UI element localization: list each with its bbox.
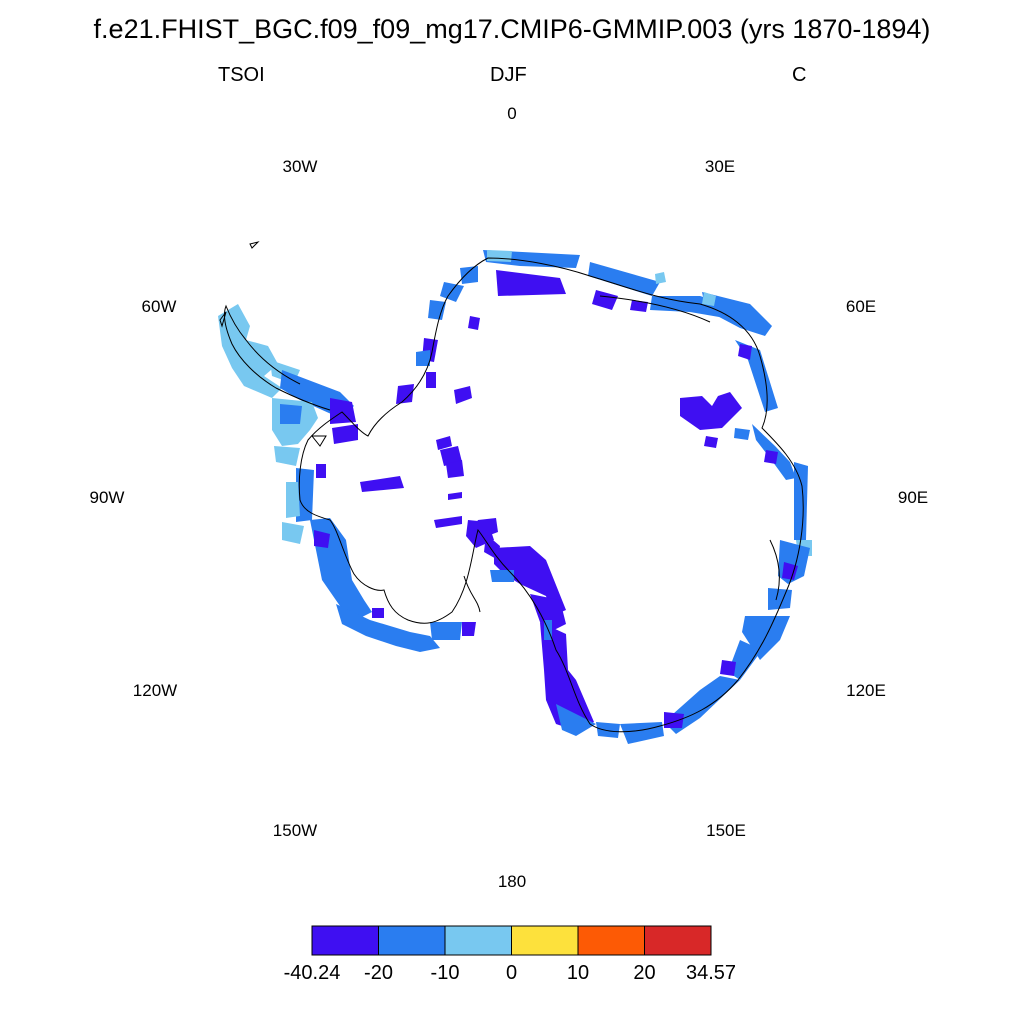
data-cell — [428, 300, 446, 320]
colorbar-label: -40.24 — [283, 962, 341, 984]
map-title: f.e21.FHIST_BGC.f09_f09_mg17.CMIP6-GMMIP… — [93, 14, 931, 44]
colorbar-label: 10 — [566, 962, 590, 984]
data-cell — [704, 436, 718, 448]
lon-label-90e: 90E — [897, 488, 929, 507]
variable-label: TSOI — [218, 64, 265, 86]
data-cell — [702, 292, 772, 336]
colorbar-label: 0 — [505, 962, 518, 984]
data-cell — [396, 384, 414, 404]
data-cell — [332, 424, 358, 444]
data-cell — [530, 594, 566, 630]
colorbar-swatch — [511, 925, 579, 956]
colorbar — [311, 925, 712, 956]
data-cell — [738, 344, 752, 360]
data-cell — [296, 468, 314, 522]
data-cell — [620, 722, 664, 744]
data-cell — [218, 304, 282, 398]
coastline — [219, 241, 804, 733]
data-cell — [472, 518, 498, 538]
data-cell — [764, 450, 778, 464]
data-cell — [728, 640, 762, 680]
lon-label-30w: 30W — [282, 157, 318, 176]
units-label: C — [792, 64, 807, 86]
data-cell — [282, 522, 304, 544]
data-cell — [630, 300, 648, 312]
data-cell — [462, 622, 476, 636]
lon-label-180: 180 — [497, 872, 527, 891]
colorbar-swatch — [311, 925, 379, 956]
data-cell — [440, 282, 464, 302]
data-cell — [702, 292, 716, 306]
data-cell — [794, 462, 808, 540]
data-cell — [490, 570, 514, 582]
colorbar-label: -10 — [430, 962, 460, 984]
data-cell — [496, 270, 566, 296]
lon-label-0: 0 — [507, 104, 517, 123]
lon-label-150e: 150E — [706, 821, 746, 840]
lon-label-90w: 90W — [89, 488, 125, 507]
lon-label-120e: 120E — [846, 681, 886, 700]
data-cell — [487, 250, 512, 262]
data-cell — [286, 482, 300, 518]
data-cell — [416, 350, 430, 366]
colorbar-label: 20 — [633, 962, 656, 984]
data-cell — [448, 492, 462, 500]
data-cell — [372, 608, 384, 618]
data-cell — [680, 392, 742, 430]
data-cell — [336, 604, 440, 652]
data-cells — [218, 250, 812, 744]
data-cell — [664, 712, 684, 728]
data-cell — [588, 262, 660, 296]
data-cell — [314, 530, 330, 548]
lon-label-120w: 120W — [132, 681, 178, 700]
colorbar-label: 34.57 — [685, 962, 737, 984]
colorbar-swatch — [378, 925, 446, 956]
data-cell — [556, 704, 596, 736]
data-cell — [720, 660, 736, 676]
data-cell — [434, 516, 462, 528]
data-cell — [440, 446, 462, 466]
data-cell — [436, 436, 452, 450]
data-cell — [782, 562, 798, 580]
data-cell — [446, 460, 464, 478]
data-cell — [360, 476, 404, 492]
lon-label-150w: 150W — [272, 821, 318, 840]
colorbar-swatch — [577, 925, 645, 956]
data-cell — [454, 386, 472, 404]
data-cell — [430, 622, 462, 640]
lon-label-60e: 60E — [845, 297, 877, 316]
lon-label-60w: 60W — [141, 297, 177, 316]
data-cell — [426, 372, 436, 388]
data-cell — [540, 622, 594, 730]
colorbar-label: -20 — [364, 962, 393, 984]
data-cell — [274, 446, 300, 466]
data-cell — [596, 722, 620, 738]
data-cell — [468, 316, 480, 330]
data-cell — [316, 464, 326, 478]
data-cell — [655, 272, 666, 284]
data-cell — [734, 428, 750, 440]
season-label: DJF — [490, 64, 527, 86]
lon-label-30e: 30E — [704, 157, 736, 176]
colorbar-swatch — [444, 925, 512, 956]
data-cell — [768, 588, 792, 610]
data-cell — [280, 404, 302, 424]
colorbar-swatch — [644, 925, 712, 956]
data-cell — [592, 290, 618, 310]
data-cell — [330, 398, 356, 424]
data-cell — [460, 266, 478, 284]
